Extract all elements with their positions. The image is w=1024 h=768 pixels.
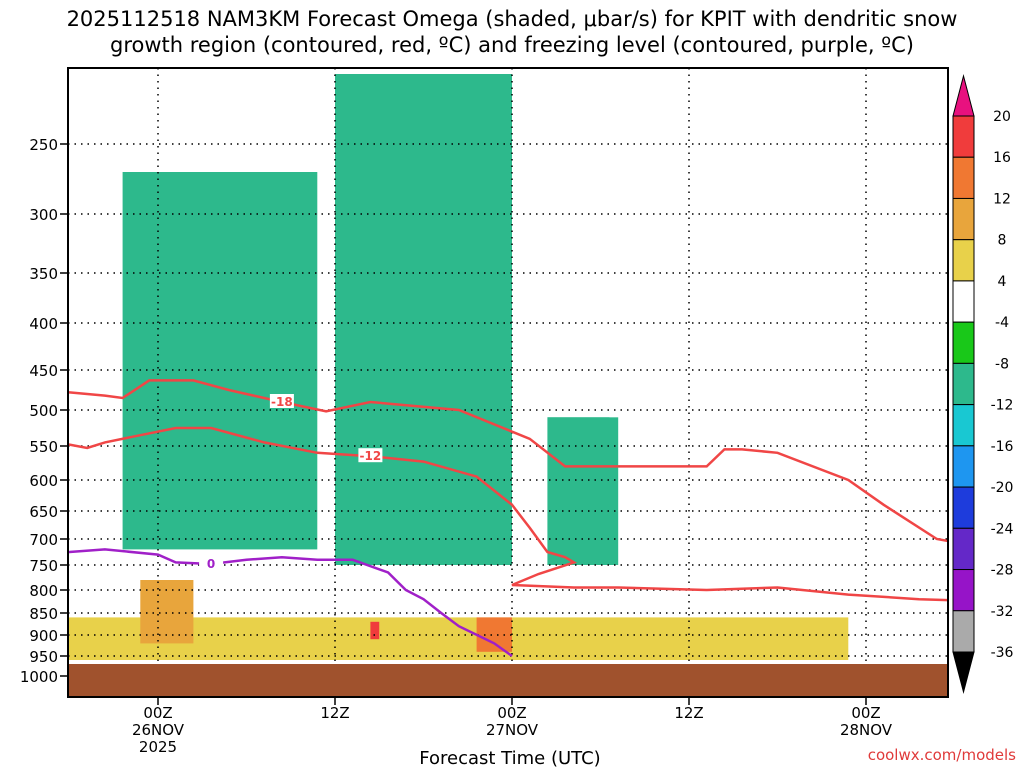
colorbar-box-4	[952, 280, 975, 323]
colorbar-top-arrow	[952, 74, 975, 117]
colorbar-bottom-arrow	[952, 651, 975, 694]
colorbar-label-6: -8	[995, 356, 1009, 372]
y-tick-label-750: 750	[29, 557, 58, 575]
colorbar-label-13: -36	[991, 645, 1014, 661]
colorbar-box-0	[952, 115, 975, 158]
omega-region-7	[830, 261, 884, 410]
contour-label-1: -12	[360, 449, 382, 463]
x-tick-label-86-1: 28NOV	[840, 721, 893, 739]
colorbar-label-0: 20	[993, 109, 1011, 125]
x-tick-label-6-1: 26NOV	[132, 721, 185, 739]
omega-region-12	[370, 621, 380, 640]
plot-area: -18 -12 0	[0, 68, 948, 697]
y-tick-label-250: 250	[29, 136, 58, 154]
x-tick-label-46-1: 27NOV	[486, 721, 539, 739]
chart-title-line2: growth region (contoured, red, ºC) and f…	[110, 33, 914, 57]
contour-label-bg-0	[269, 394, 294, 408]
omega-shading	[0, 74, 884, 666]
omega-region-9	[68, 617, 849, 660]
y-tick-label-1000: 1000	[20, 668, 58, 686]
colorbar-label-2: 12	[993, 191, 1011, 207]
colorbar-label-10: -24	[991, 521, 1014, 537]
x-axis-label: Forecast Time (UTC)	[419, 748, 600, 768]
omega-region-11	[476, 617, 512, 652]
contour-label-2: 0	[207, 557, 215, 571]
colorbar: 20 16 12 8 4 -4 -8 -12 -16 -20 -24 -28 -32 -36	[952, 74, 1014, 694]
colorbar-box-11	[952, 569, 975, 612]
x-tick-label-6-0: 00Z	[143, 704, 172, 722]
colorbar-box-6	[952, 362, 975, 406]
contour-line-1	[68, 426, 948, 602]
colorbar-label-12: -32	[991, 604, 1014, 620]
y-tick-label-800: 800	[29, 582, 58, 600]
y-tick-label-900: 900	[29, 627, 58, 645]
plot-frame	[67, 67, 949, 698]
y-tick-label-400: 400	[29, 315, 58, 333]
colorbar-label-7: -12	[991, 398, 1014, 414]
omega-region-5	[529, 74, 566, 200]
y-tick-label-700: 700	[29, 531, 58, 549]
y-axis-ticks: 250 300 350 400 450 500 550 600 650 700 750 800 850 9…	[20, 136, 68, 686]
colorbar-box-8	[952, 445, 975, 488]
y-tick-label-300: 300	[29, 206, 58, 224]
x-tick-label-46-0: 00Z	[497, 704, 526, 722]
omega-region-6	[609, 200, 645, 418]
contour-line-0	[68, 379, 948, 543]
colorbar-box-12	[952, 610, 975, 653]
y-tick-label-600: 600	[29, 472, 58, 490]
colorbar-label-5: -4	[995, 315, 1009, 331]
colorbar-label-4: 4	[998, 274, 1007, 290]
x-tick-label-26-0: 12Z	[320, 704, 349, 722]
omega-region-0	[0, 179, 8, 539]
colorbar-box-9	[952, 486, 975, 529]
x-tick-label-6-2: 2025	[139, 738, 177, 756]
y-tick-label-650: 650	[29, 503, 58, 521]
y-tick-label-950: 950	[29, 648, 58, 666]
contour-lines: -18 -12 0	[68, 379, 948, 658]
colorbar-label-1: 16	[993, 150, 1011, 166]
colorbar-box-5	[952, 321, 975, 364]
contour-line-2	[68, 548, 513, 658]
y-tick-label-850: 850	[29, 605, 58, 623]
credit-text: coolwx.com/models	[868, 746, 1016, 764]
colorbar-box-2	[952, 197, 975, 241]
ground-surface	[68, 664, 948, 697]
omega-region-2	[122, 172, 318, 550]
colorbar-box-10	[952, 527, 975, 571]
y-tick-label-350: 350	[29, 265, 58, 283]
contour-label-bg-2	[199, 555, 224, 570]
colorbar-box-3	[952, 239, 975, 282]
colorbar-label-3: 8	[998, 233, 1007, 249]
colorbar-box-1	[952, 156, 975, 199]
omega-region-3	[335, 74, 512, 565]
colorbar-label-9: -20	[991, 480, 1014, 496]
colorbar-label-11: -28	[991, 563, 1014, 579]
contour-label-bg-1	[358, 448, 383, 463]
contour-label-0: -18	[271, 395, 293, 409]
y-tick-label-500: 500	[29, 402, 58, 420]
colorbar-label-8: -16	[991, 439, 1014, 455]
y-tick-label-450: 450	[29, 362, 58, 380]
omega-region-4	[547, 417, 619, 565]
colorbar-box-7	[952, 404, 975, 447]
chart-title-line1: 2025112518 NAM3KM Forecast Omega (shaded…	[67, 7, 958, 31]
x-tick-label-86-0: 00Z	[851, 704, 880, 722]
x-tick-label-66-0: 12Z	[674, 704, 703, 722]
gridlines	[68, 68, 948, 697]
y-tick-label-550: 550	[29, 438, 58, 456]
